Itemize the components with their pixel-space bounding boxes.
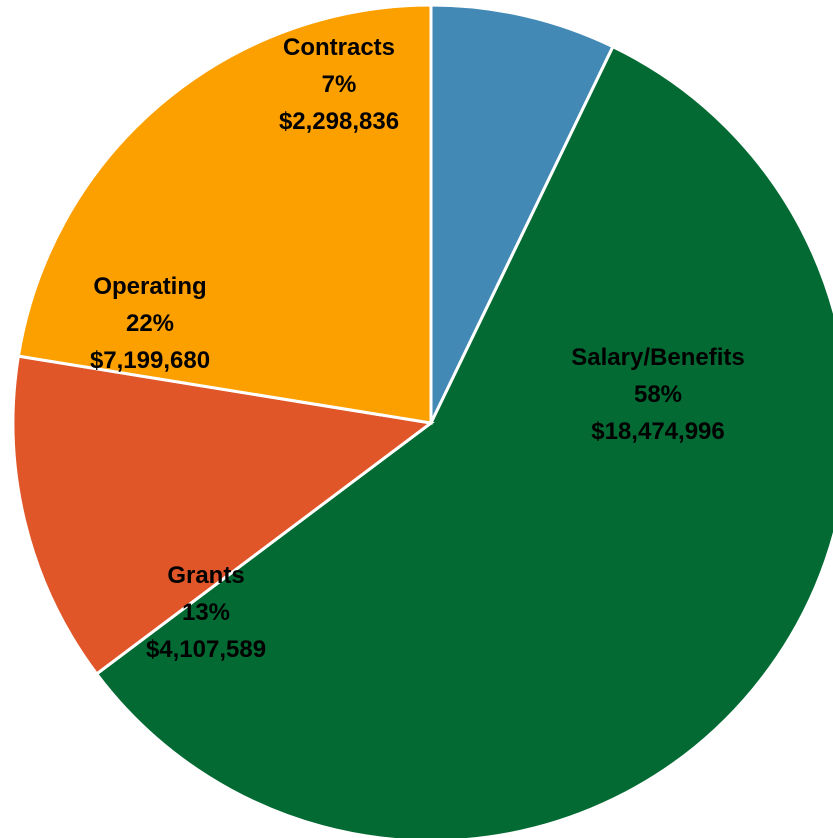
slice-label-grants: Grants 13% $4,107,589 bbox=[146, 562, 266, 663]
slice-amount-operating: $7,199,680 bbox=[90, 347, 210, 374]
slice-amount-grants: $4,107,589 bbox=[146, 636, 266, 663]
slice-name-operating: Operating bbox=[93, 273, 206, 300]
slice-percent-contracts: 7% bbox=[322, 71, 357, 98]
pie-labels: Contracts 7% $2,298,836 Salary/Benefits 58% $… bbox=[90, 34, 745, 663]
slice-label-contracts: Contracts 7% $2,298,836 bbox=[279, 34, 399, 135]
pie-slice-contracts bbox=[429, 3, 615, 424]
pie-slice-operating bbox=[16, 3, 433, 425]
pie-slice-grants bbox=[11, 354, 435, 676]
pie-slice-salary-benefits bbox=[94, 44, 833, 838]
slice-name-contracts: Contracts bbox=[283, 34, 395, 61]
slice-label-operating: Operating 22% $7,199,680 bbox=[90, 273, 210, 374]
slice-amount-salary-benefits: $18,474,996 bbox=[591, 418, 724, 445]
slice-amount-contracts: $2,298,836 bbox=[279, 108, 399, 135]
slice-name-salary-benefits: Salary/Benefits bbox=[571, 344, 744, 371]
slice-name-grants: Grants bbox=[167, 562, 244, 589]
slice-percent-salary-benefits: 58% bbox=[634, 381, 682, 408]
pie-slices bbox=[11, 3, 833, 838]
slice-label-salary-benefits: Salary/Benefits 58% $18,474,996 bbox=[571, 344, 744, 445]
slice-percent-operating: 22% bbox=[126, 310, 174, 337]
slice-percent-grants: 13% bbox=[182, 599, 230, 626]
